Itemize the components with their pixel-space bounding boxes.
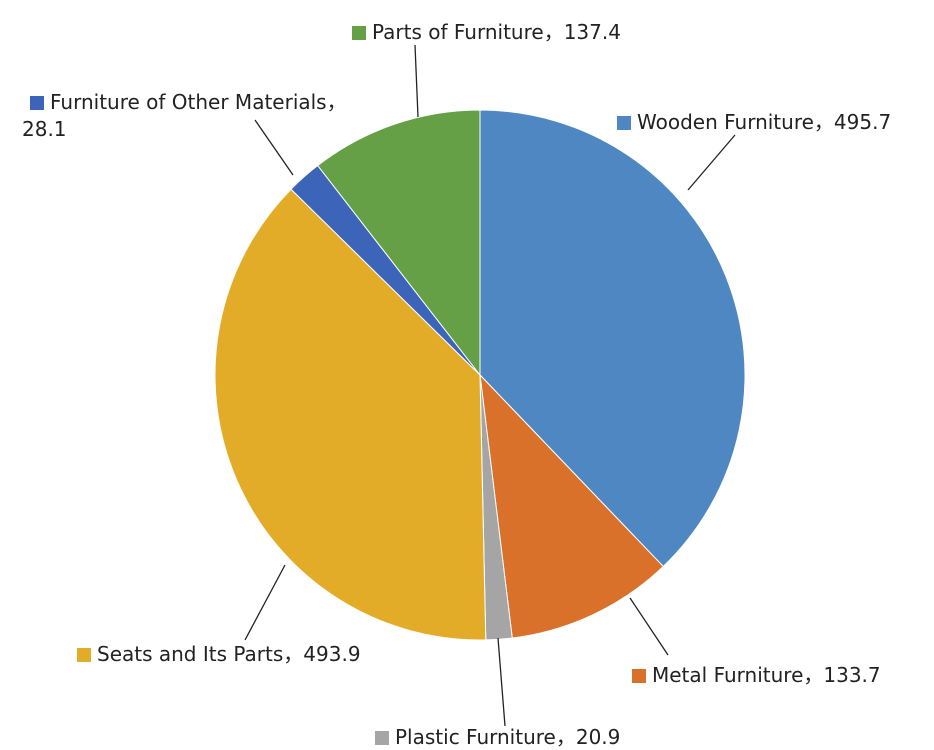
data-label-text: Furniture of Other Materials， 28.1 <box>22 90 347 141</box>
label-separator: ， <box>814 110 834 134</box>
pie-slice <box>214 188 487 641</box>
category-name: Parts of Furniture <box>372 20 544 44</box>
value-label: 495.7 <box>834 110 891 134</box>
label-separator: ， <box>544 20 564 44</box>
value-label: 20.9 <box>576 725 621 749</box>
leader-line <box>244 564 286 641</box>
leader-line <box>254 119 294 176</box>
leader-line <box>497 637 506 727</box>
leader-line <box>414 44 419 118</box>
category-name: Seats and Its Parts <box>97 642 283 666</box>
label-swatch <box>617 116 631 130</box>
label-swatch <box>632 669 646 683</box>
value-label: 493.9 <box>303 642 360 666</box>
data-label: Plastic Furniture，20.9 <box>375 725 620 749</box>
data-label-text: Wooden Furniture，495.7 <box>637 110 891 134</box>
data-label: Parts of Furniture，137.4 <box>352 20 621 44</box>
label-separator: ， <box>556 725 576 749</box>
label-swatch <box>375 731 389 745</box>
category-name: Wooden Furniture <box>637 110 814 134</box>
label-separator: ， <box>803 663 823 687</box>
category-name: Furniture of Other Materials <box>50 90 327 114</box>
category-name: Metal Furniture <box>652 663 803 687</box>
value-label: 28.1 <box>22 117 67 141</box>
label-swatch <box>77 648 91 662</box>
leader-line <box>687 134 736 191</box>
pie-slice <box>479 109 746 568</box>
pie-slice <box>479 373 664 639</box>
label-swatch <box>352 26 366 40</box>
data-label: Metal Furniture，133.7 <box>632 663 881 687</box>
data-label: Furniture of Other Materials， 28.1 <box>22 90 347 141</box>
pie <box>214 109 746 641</box>
data-label-text: Plastic Furniture，20.9 <box>395 725 620 749</box>
data-label-text: Seats and Its Parts，493.9 <box>97 642 361 666</box>
data-label: Seats and Its Parts，493.9 <box>77 642 361 666</box>
leader-lines <box>244 44 736 727</box>
value-label: 137.4 <box>564 20 621 44</box>
data-label-text: Parts of Furniture，137.4 <box>372 20 621 44</box>
label-separator: ， <box>283 642 303 666</box>
category-name: Plastic Furniture <box>395 725 556 749</box>
value-label: 133.7 <box>823 663 880 687</box>
pie-slice <box>316 109 481 377</box>
label-swatch <box>30 96 44 110</box>
leader-line <box>629 597 669 656</box>
data-label-text: Metal Furniture，133.7 <box>652 663 881 687</box>
data-label: Wooden Furniture，495.7 <box>617 110 891 134</box>
label-separator: ， <box>327 90 347 114</box>
